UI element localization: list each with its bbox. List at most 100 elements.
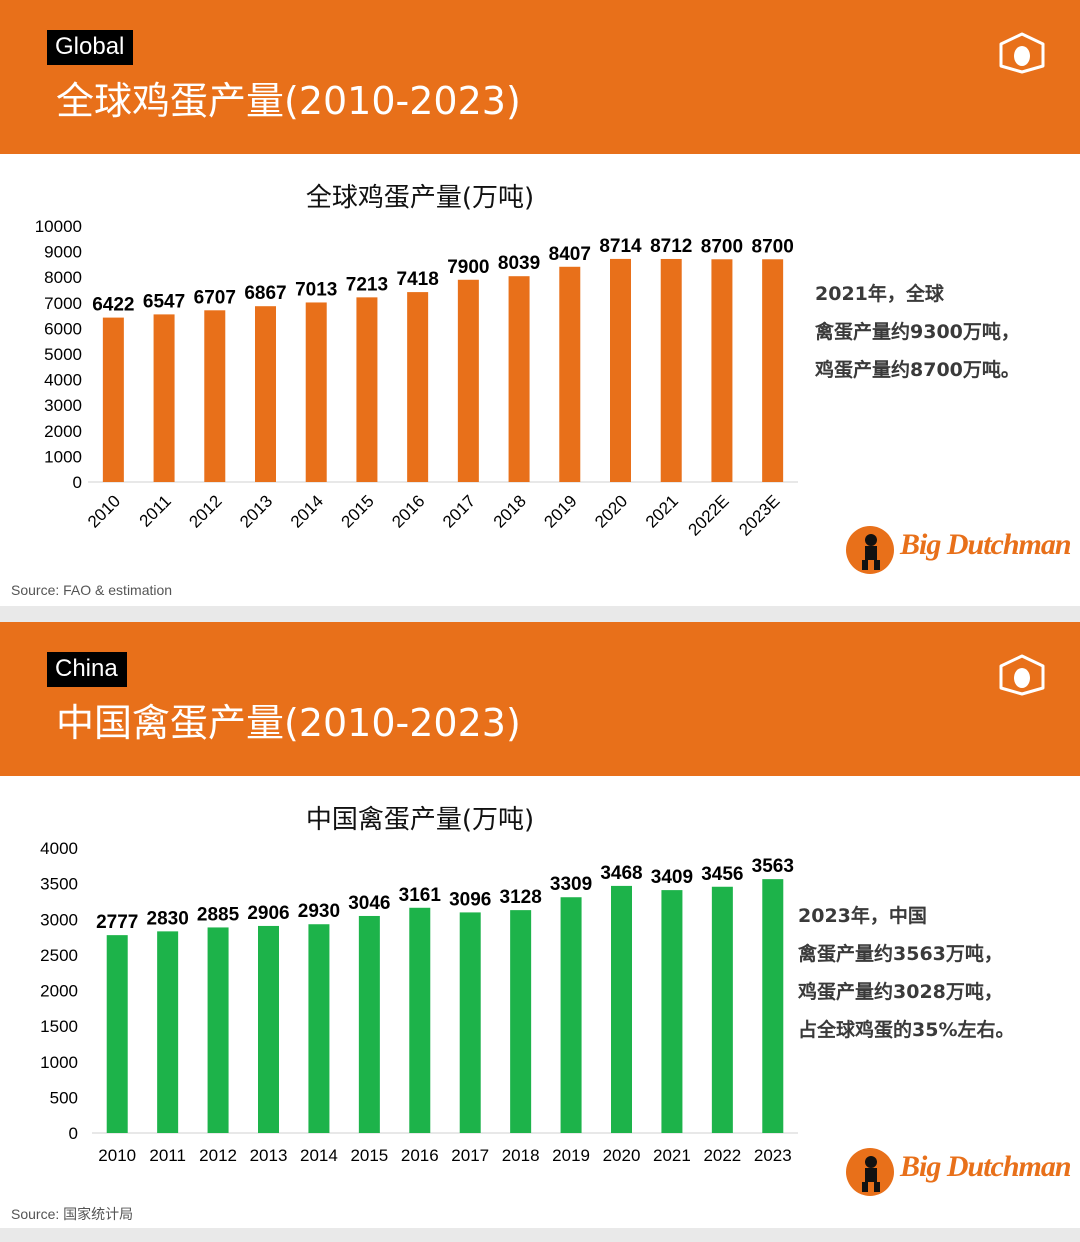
note-line: 禽蛋产量约3563万吨， [798,943,1003,965]
data-label: 2885 [197,904,240,925]
bar [611,885,632,1133]
x-tick-label: 2010 [98,1146,136,1165]
data-label: 3409 [651,867,693,888]
china-egg-chart: 中国禽蛋产量(万吨) 0 500 1000 1500 2000 2500 3000 3500 4… [40,805,798,1165]
data-label: 7213 [346,274,388,295]
x-tick-label: 2019 [552,1146,590,1165]
data-label: 7418 [397,269,439,290]
x-tick-label: 2010 [84,491,124,531]
chart-title: 中国禽蛋产量(万吨) [306,805,534,835]
bar [407,292,429,482]
x-tick-label: 2020 [603,1146,641,1165]
y-tick-label: 4000 [40,839,78,858]
summary-note: 2021年，全球 禽蛋产量约9300万吨， 鸡蛋产量约8700万吨。 [815,275,1020,389]
x-tick-label: 2016 [388,491,428,531]
data-label: 3456 [701,864,743,885]
data-label: 3309 [550,874,592,895]
y-tick-label: 4000 [44,371,82,390]
bar [762,879,784,1133]
bar [258,925,279,1133]
global-slide: Global 全球鸡蛋产量(2010-2023) 全球鸡蛋产量(万吨) 0 100… [0,0,1080,606]
data-label: 2777 [96,912,138,933]
bar [560,897,582,1133]
bar [510,910,532,1133]
y-tick-label: 6000 [44,319,82,338]
y-tick-label: 1000 [40,1053,78,1072]
y-tick-label: 1000 [44,447,82,466]
x-tick-label: 2013 [236,491,276,531]
slide-header: Global 全球鸡蛋产量(2010-2023) [0,0,1080,154]
note-line: 2023年，中国 [798,905,927,927]
data-label: 8700 [701,236,743,257]
slide-title: 中国禽蛋产量(2010-2023) [56,701,521,745]
source-note: Source: 国家统计局 [11,1206,134,1222]
source-note: Source: FAO & estimation [11,582,173,598]
summary-note: 2023年，中国 禽蛋产量约3563万吨， 鸡蛋产量约3028万吨， 占全球鸡蛋… [798,897,1014,1049]
x-tick-label: 2012 [199,1146,237,1165]
data-label: 3096 [449,889,491,910]
bar [255,306,276,482]
bar [459,912,481,1133]
bar [660,258,682,482]
farmer-icon [862,534,880,570]
y-tick-label: 5000 [44,345,82,364]
x-tick-label: 2013 [250,1146,288,1165]
data-label: 6547 [143,291,185,312]
note-line: 禽蛋产量约9300万吨， [815,321,1020,343]
bar [661,890,683,1133]
bar [157,931,179,1133]
bar [610,258,631,482]
x-tick-label: 2012 [185,491,225,531]
data-label: 6867 [244,283,286,304]
bar [559,266,581,482]
x-tick-label: 2016 [401,1146,439,1165]
data-label: 2930 [298,901,340,922]
egg-badge-icon [999,654,1045,696]
y-tick-label: 0 [73,473,82,492]
region-tag: Global [47,30,134,65]
data-label: 8712 [650,236,692,257]
data-label: 3563 [752,856,794,877]
x-tick-label: 2011 [136,491,175,530]
y-tick-label: 10000 [35,217,82,236]
data-label: 2906 [247,903,289,924]
note-line: 鸡蛋产量约3028万吨， [798,981,1003,1003]
y-tick-label: 1500 [40,1017,78,1036]
bar [711,259,733,482]
y-tick-label: 9000 [44,243,82,262]
note-line: 占全球鸡蛋的35%左右。 [798,1019,1015,1041]
y-tick-label: 3000 [44,396,82,415]
note-line: 鸡蛋产量约8700万吨。 [815,359,1020,381]
bar [508,276,530,482]
y-tick-label: 3500 [40,875,78,894]
big-dutchman-logo: Big Dutchman [846,1144,1072,1204]
x-tick-label: 2021 [653,1146,691,1165]
bar [308,924,330,1133]
data-label: 6707 [194,287,236,308]
data-label: 6422 [92,295,134,316]
bar [204,310,226,482]
bar [207,927,229,1133]
bar [106,935,128,1133]
data-label: 3128 [500,887,542,908]
logo-text: Big Dutchman [900,528,1072,561]
x-tick-label: 2018 [502,1146,540,1165]
x-tick-label: 2018 [490,491,530,531]
y-tick-label: 7000 [44,294,82,313]
x-tick-label: 2017 [451,1146,489,1165]
x-tick-label: 2022 [703,1146,741,1165]
x-tick-label: 2020 [591,491,631,531]
x-tick-label: 2022E [685,491,733,539]
data-label: 8700 [752,236,794,257]
china-slide: China 中国禽蛋产量(2010-2023) 中国禽蛋产量(万吨) 0 500 1… [0,622,1080,1228]
data-label: 8714 [599,236,642,257]
x-tick-label: 2023 [754,1146,792,1165]
y-tick-label: 2000 [40,982,78,1001]
x-tick-label: 2015 [350,1146,388,1165]
data-label: 3161 [399,885,442,906]
slide-title: 全球鸡蛋产量(2010-2023) [56,79,521,123]
bar [153,314,175,482]
y-tick-label: 2500 [40,946,78,965]
y-tick-label: 3000 [40,910,78,929]
bar [711,886,733,1133]
